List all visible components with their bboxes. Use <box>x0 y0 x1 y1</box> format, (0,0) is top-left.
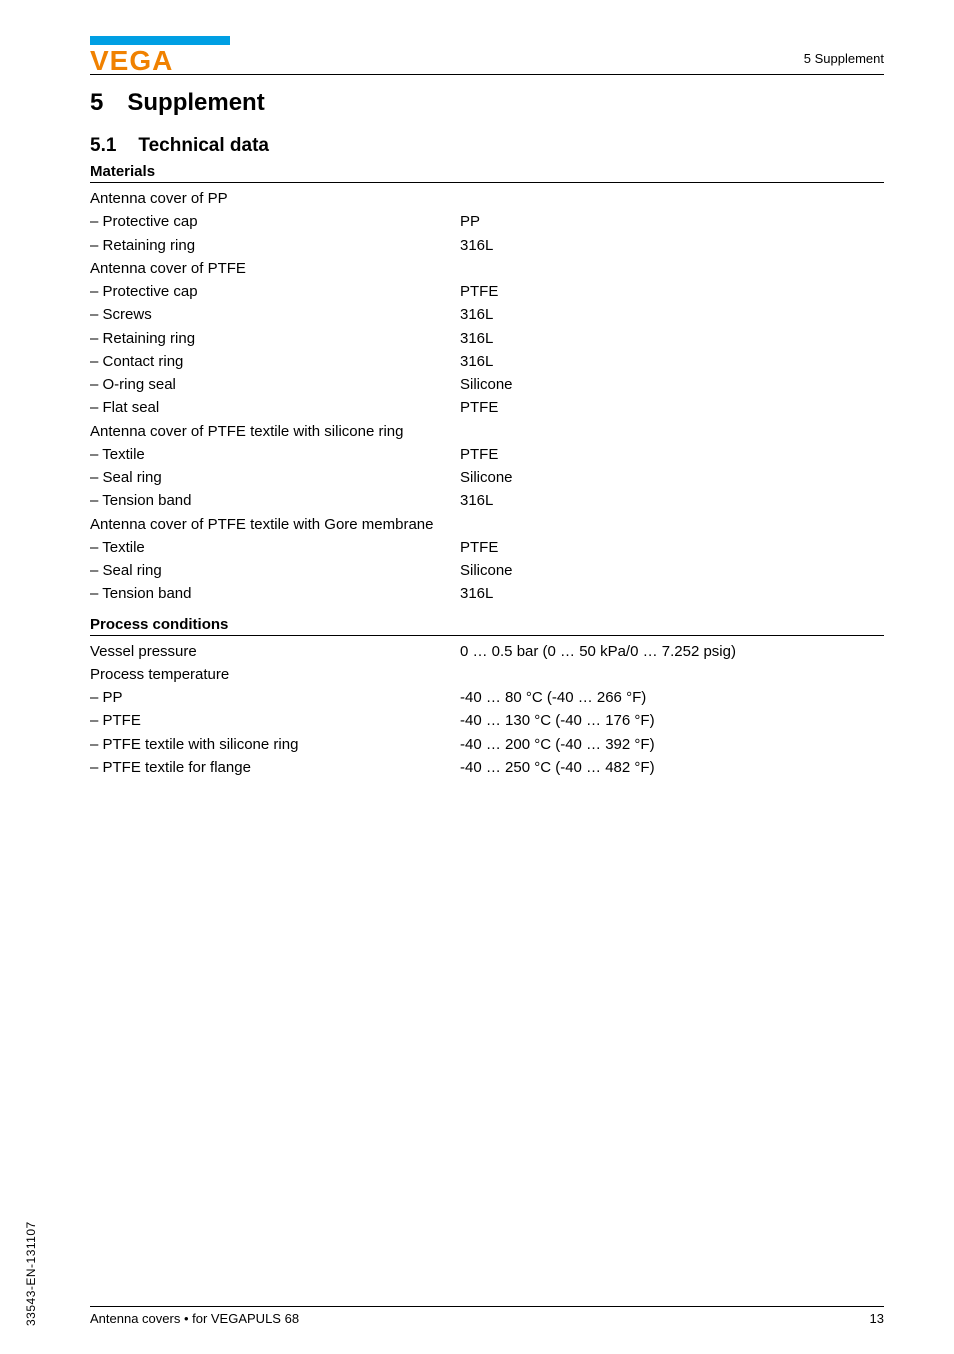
item-row: PP-40 … 80 °C (-40 … 266 °F) <box>90 686 884 709</box>
item-value: Silicone <box>460 466 884 489</box>
item-value: PTFE <box>460 536 884 559</box>
item-label: Retaining ring <box>90 234 460 257</box>
group-row: Antenna cover of PTFE <box>90 257 884 280</box>
item-label: Screws <box>90 303 460 326</box>
group-row: Antenna cover of PP <box>90 187 884 210</box>
item-row: Seal ringSilicone <box>90 466 884 489</box>
item-value: -40 … 130 °C (-40 … 176 °F) <box>460 709 884 732</box>
item-label: Protective cap <box>90 280 460 303</box>
header: VEGA 5 Supplement <box>90 36 884 75</box>
footer: Antenna covers • for VEGAPULS 68 13 <box>90 1306 884 1326</box>
item-label: Retaining ring <box>90 327 460 350</box>
item-value: PTFE <box>460 396 884 419</box>
item-label: PTFE <box>90 709 460 732</box>
item-value: Silicone <box>460 373 884 396</box>
group-label: Antenna cover of PP <box>90 187 460 210</box>
header-breadcrumb: 5 Supplement <box>804 51 884 72</box>
item-row: Protective capPTFE <box>90 280 884 303</box>
item-value: PP <box>460 210 884 233</box>
item-row: PTFE textile for flange-40 … 250 °C (-40… <box>90 756 884 779</box>
materials-body: Antenna cover of PPProtective capPPRetai… <box>90 187 884 606</box>
item-label: Contact ring <box>90 350 460 373</box>
group-label: Antenna cover of PTFE textile with silic… <box>90 420 460 443</box>
process-body: Vessel pressure0 … 0.5 bar (0 … 50 kPa/0… <box>90 640 884 780</box>
footer-page-number: 13 <box>870 1311 884 1326</box>
item-label: Flat seal <box>90 396 460 419</box>
item-row: Tension band316L <box>90 489 884 512</box>
page: VEGA 5 Supplement 5 Supplement 5.1 Technic… <box>0 0 954 1354</box>
svg-text:VEGA: VEGA <box>90 45 173 72</box>
item-label: Tension band <box>90 489 460 512</box>
item-label: Textile <box>90 536 460 559</box>
item-value: -40 … 250 °C (-40 … 482 °F) <box>460 756 884 779</box>
item-value: 316L <box>460 327 884 350</box>
item-label: Seal ring <box>90 466 460 489</box>
item-row: Protective capPP <box>90 210 884 233</box>
materials-heading: Materials <box>90 163 884 183</box>
doc-id-vertical: 33543-EN-131107 <box>24 1221 38 1326</box>
item-value: -40 … 200 °C (-40 … 392 °F) <box>460 733 884 756</box>
item-value: -40 … 80 °C (-40 … 266 °F) <box>460 686 884 709</box>
item-value: PTFE <box>460 280 884 303</box>
group-row: Process temperature <box>90 663 884 686</box>
group-row: Antenna cover of PTFE textile with silic… <box>90 420 884 443</box>
footer-left: Antenna covers • for VEGAPULS 68 <box>90 1311 299 1326</box>
item-label: Seal ring <box>90 559 460 582</box>
item-row: Seal ringSilicone <box>90 559 884 582</box>
item-row: Retaining ring316L <box>90 327 884 350</box>
vega-logo: VEGA <box>90 36 230 72</box>
item-row: O-ring sealSilicone <box>90 373 884 396</box>
process-heading: Process conditions <box>90 616 884 636</box>
item-row: Flat sealPTFE <box>90 396 884 419</box>
section-number: 5.1 <box>90 135 116 157</box>
item-value: 316L <box>460 489 884 512</box>
item-label: O-ring seal <box>90 373 460 396</box>
item-label: Textile <box>90 443 460 466</box>
item-row: PTFE textile with silicone ring-40 … 200… <box>90 733 884 756</box>
item-label: PTFE textile with silicone ring <box>90 733 460 756</box>
section-text: Technical data <box>138 135 269 156</box>
item-label: Tension band <box>90 582 460 605</box>
section-title: 5.1 Technical data <box>90 135 884 157</box>
group-label: Antenna cover of PTFE <box>90 257 460 280</box>
item-row: TextilePTFE <box>90 443 884 466</box>
item-label: PTFE textile for flange <box>90 756 460 779</box>
item-row: Contact ring316L <box>90 350 884 373</box>
item-value: 316L <box>460 350 884 373</box>
group-label: Process temperature <box>90 663 460 686</box>
chapter-text: Supplement <box>127 89 264 116</box>
item-row: Retaining ring316L <box>90 234 884 257</box>
chapter-number: 5 <box>90 89 103 117</box>
item-row: PTFE-40 … 130 °C (-40 … 176 °F) <box>90 709 884 732</box>
item-label: PP <box>90 686 460 709</box>
process-value: 0 … 0.5 bar (0 … 50 kPa/0 … 7.252 psig) <box>460 640 884 663</box>
process-label: Vessel pressure <box>90 640 460 663</box>
item-value: 316L <box>460 303 884 326</box>
item-label: Protective cap <box>90 210 460 233</box>
group-row: Antenna cover of PTFE textile with Gore … <box>90 513 884 536</box>
chapter-title: 5 Supplement <box>90 89 884 117</box>
item-value: Silicone <box>460 559 884 582</box>
process-row: Vessel pressure0 … 0.5 bar (0 … 50 kPa/0… <box>90 640 884 663</box>
item-row: TextilePTFE <box>90 536 884 559</box>
item-value: PTFE <box>460 443 884 466</box>
item-value: 316L <box>460 582 884 605</box>
item-row: Tension band316L <box>90 582 884 605</box>
group-label: Antenna cover of PTFE textile with Gore … <box>90 513 460 536</box>
item-row: Screws316L <box>90 303 884 326</box>
item-value: 316L <box>460 234 884 257</box>
